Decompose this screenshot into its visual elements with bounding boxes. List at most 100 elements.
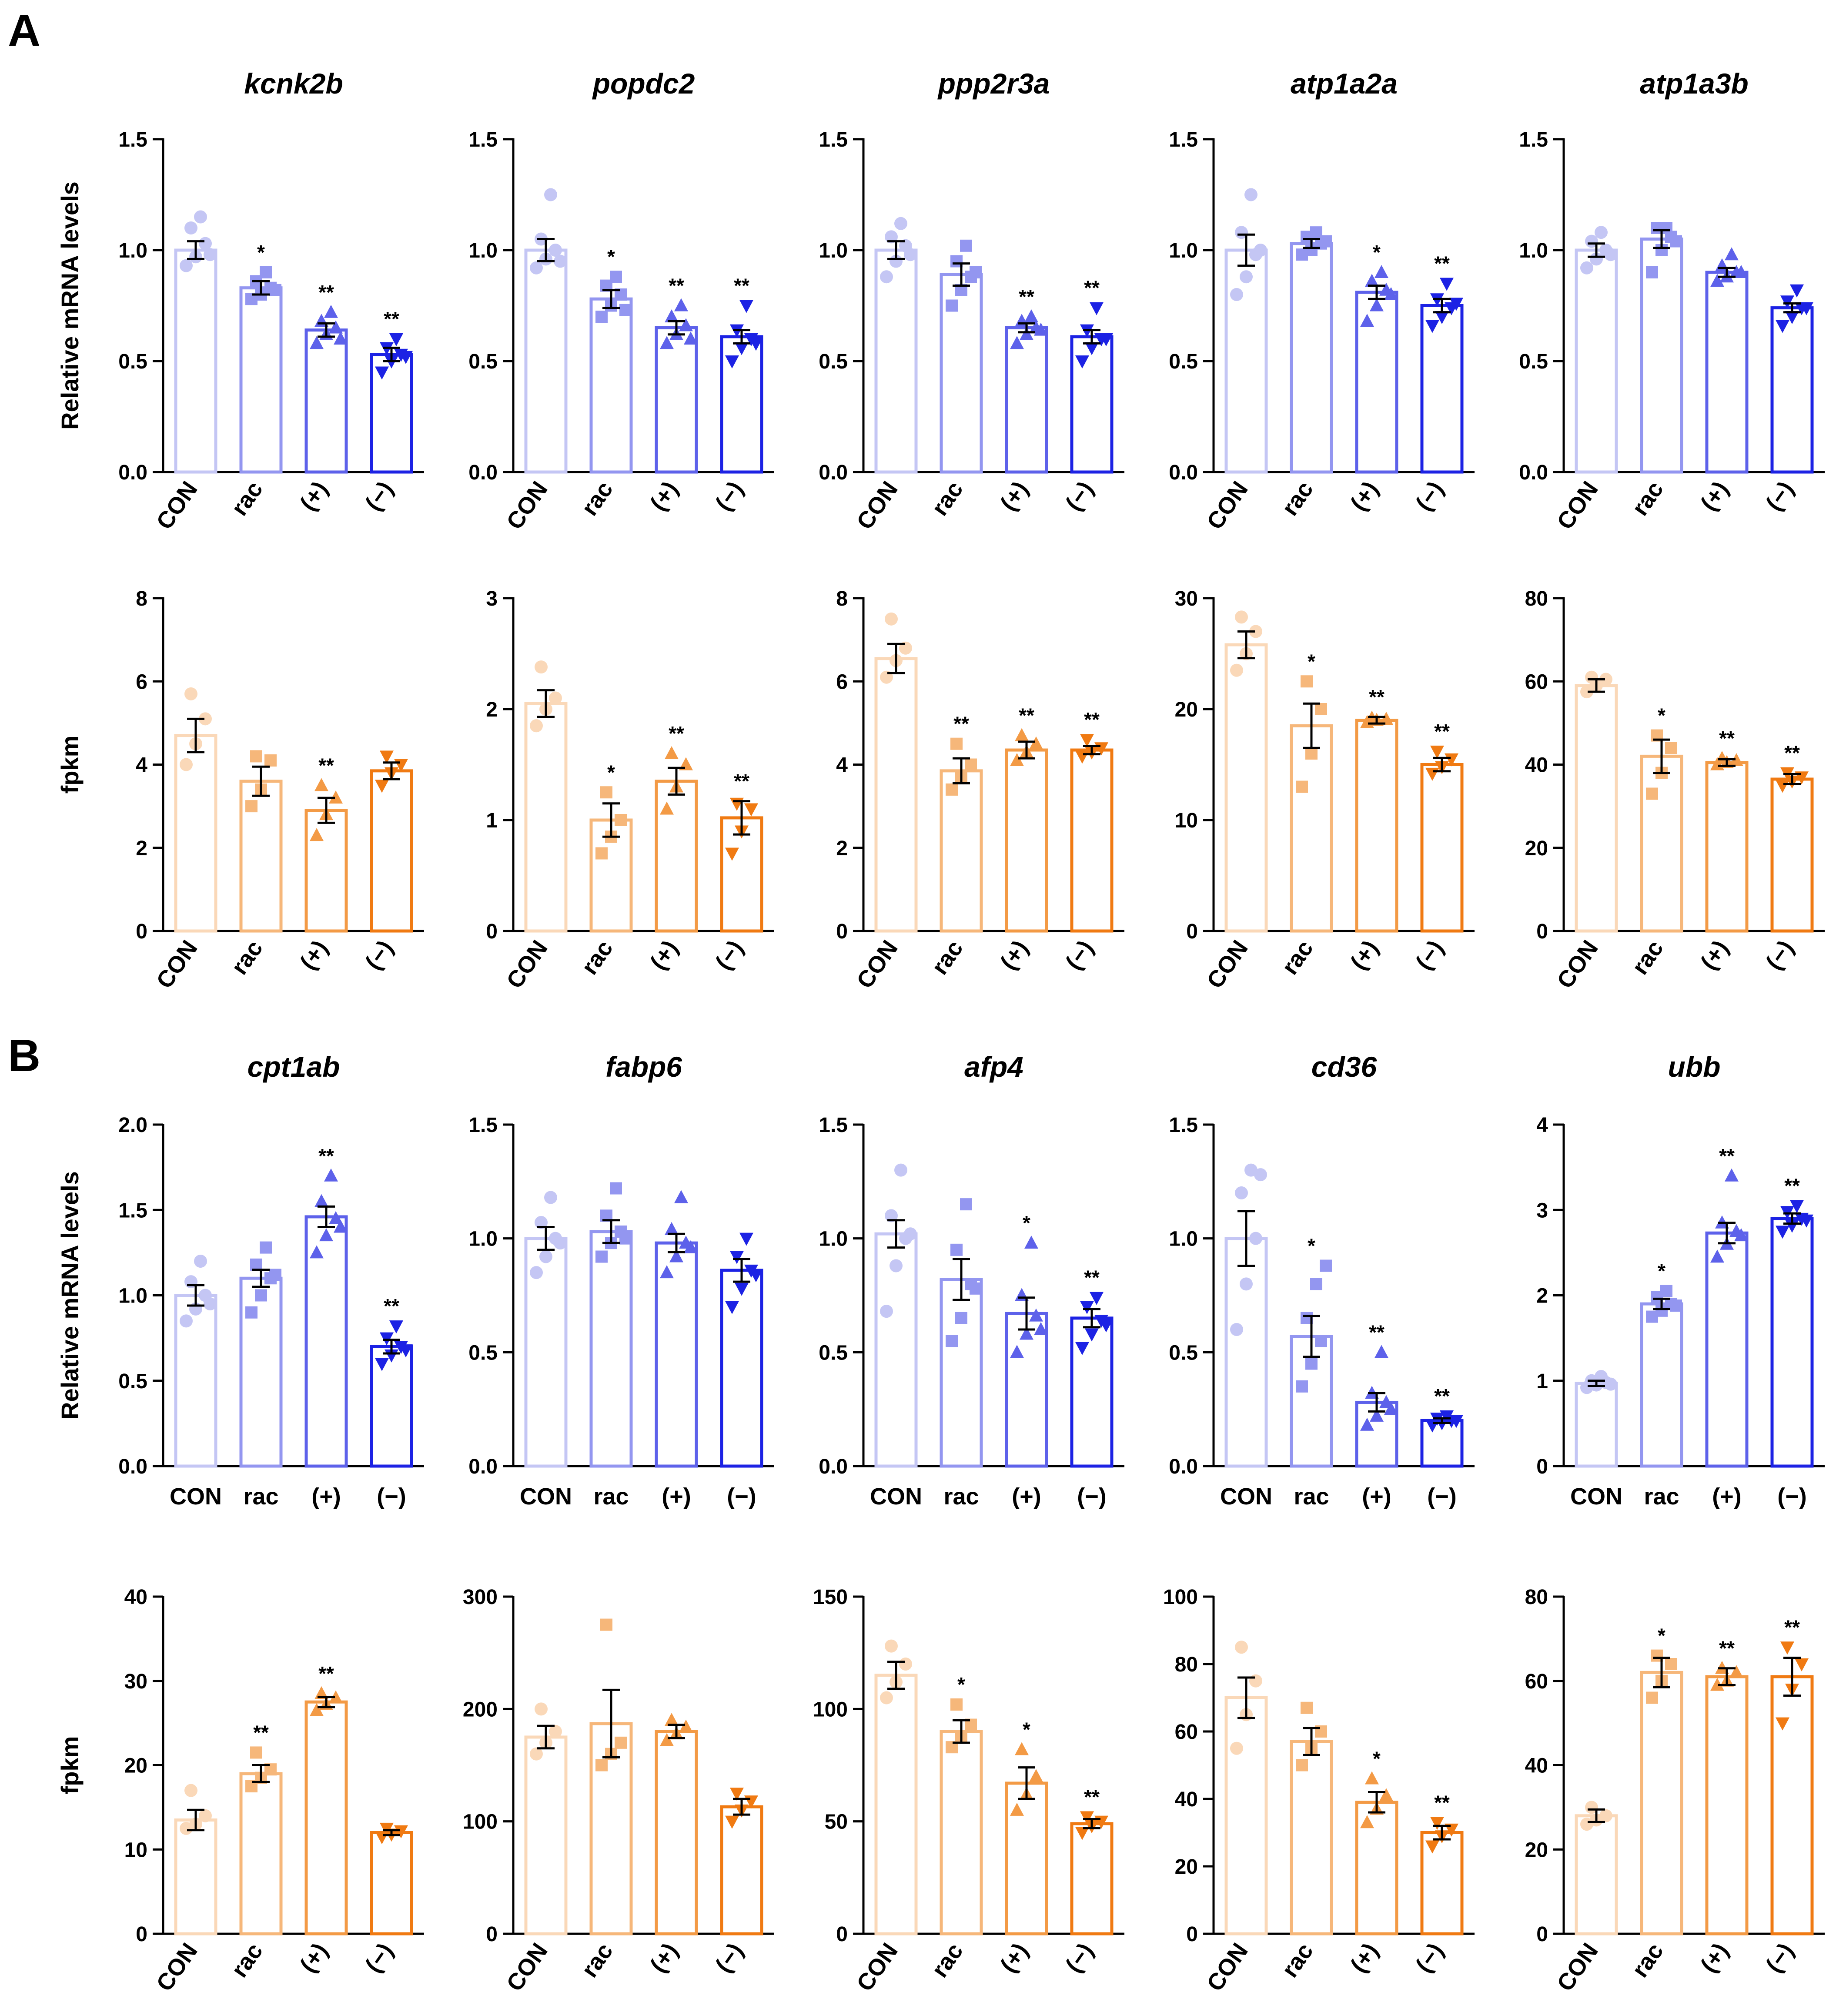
data-point (735, 342, 749, 355)
data-point (310, 336, 324, 349)
y-tick-label: 0.0 (118, 461, 147, 484)
y-tick-label: 10 (124, 1839, 147, 1862)
y-tick-label: 100 (1163, 1586, 1198, 1609)
data-point (946, 783, 958, 796)
significance-mark: ** (318, 1662, 334, 1685)
data-point (669, 1249, 683, 1263)
y-tick-label: 100 (813, 1698, 848, 1721)
significance-mark: * (607, 761, 615, 784)
bar (174, 1818, 217, 1936)
y-axis-label: Relative mRNA levels (56, 181, 84, 430)
bar (655, 780, 698, 933)
bar (1705, 761, 1749, 933)
data-point (899, 1658, 912, 1671)
data-point (885, 1639, 898, 1653)
x-tick-label: (−) (1761, 476, 1799, 516)
data-point (1230, 1741, 1243, 1755)
bar (174, 248, 217, 474)
data-point (684, 1240, 698, 1253)
bar (1224, 1237, 1268, 1468)
y-tick-label: 0 (1536, 1455, 1548, 1478)
chart-b-0-0: cpt1ab Relative mRNA levels 0.0 0.5 1.0 1.5 2.… (56, 1051, 424, 1510)
data-point (904, 248, 917, 261)
significance-mark: * (1023, 1212, 1030, 1234)
y-tick-label: 1.0 (468, 1228, 498, 1251)
data-point (1240, 270, 1253, 284)
data-point (1715, 751, 1729, 764)
data-point (1315, 703, 1327, 715)
data-point (1725, 247, 1739, 261)
data-point (1010, 753, 1024, 766)
chart-b-1-0: fpkm 0 10 20 30 40 CON ** rac ** (+) (−) (56, 1586, 424, 1996)
data-point (1435, 311, 1449, 324)
y-tick-label: 1.5 (1169, 1114, 1198, 1137)
data-point (684, 332, 698, 345)
data-point (1710, 274, 1724, 287)
data-point (1015, 1742, 1029, 1755)
significance-mark: * (607, 245, 615, 268)
data-point (184, 221, 197, 234)
x-tick-label: CON (1552, 476, 1603, 534)
y-tick-label: 1.5 (819, 128, 848, 151)
y-tick-label: 2.0 (118, 1114, 147, 1137)
x-tick-label: (+) (1362, 1484, 1391, 1510)
y-tick-label: 40 (124, 1586, 147, 1609)
data-point (595, 1759, 608, 1772)
x-tick-label: CON (502, 1938, 553, 1996)
data-point (375, 780, 389, 793)
data-point (1075, 1827, 1089, 1840)
x-tick-label: (+) (1712, 1484, 1742, 1510)
x-tick-label: rac (576, 935, 618, 979)
x-tick-label: (−) (1060, 476, 1099, 516)
data-point (329, 1690, 343, 1704)
bar (874, 1232, 918, 1468)
data-point (674, 298, 688, 311)
data-point (610, 271, 622, 283)
data-point (665, 309, 679, 322)
significance-mark: * (1373, 1748, 1381, 1770)
bar (1005, 326, 1048, 474)
data-point (595, 1250, 608, 1263)
data-point (1240, 1277, 1253, 1291)
bar (304, 328, 348, 474)
y-tick-label: 0 (836, 920, 848, 943)
data-point (615, 814, 627, 826)
data-point (1230, 663, 1243, 677)
bar (1355, 719, 1398, 933)
data-point (735, 1283, 749, 1296)
y-tick-label: 0.5 (819, 1341, 848, 1364)
chart-a-1-0: fpkm 0 2 4 6 8 CON rac ** (+) (−) (56, 587, 424, 993)
data-point (595, 311, 608, 323)
x-tick-label: (+) (1696, 935, 1734, 975)
chart-a-0-4: atp1a3b 0.0 0.5 1.0 1.5 CON rac (+) (−) (1519, 67, 1825, 534)
data-point (535, 1216, 548, 1229)
data-point (530, 1747, 543, 1761)
y-tick-label: 0.5 (819, 350, 848, 373)
data-point (1379, 1788, 1393, 1802)
y-tick-label: 1.0 (1519, 239, 1548, 262)
y-tick-label: 0.0 (819, 461, 848, 484)
data-point (1249, 625, 1262, 638)
x-tick-label: (−) (1761, 1938, 1799, 1977)
x-tick-label: CON (1202, 476, 1253, 534)
data-point (260, 266, 272, 278)
x-tick-label: (−) (710, 476, 749, 516)
data-point (885, 1209, 898, 1222)
significance-mark: ** (1369, 1321, 1385, 1343)
x-tick-label: rac (943, 1484, 979, 1510)
data-point (549, 1725, 562, 1738)
data-point (679, 318, 693, 332)
data-point (1249, 1232, 1262, 1245)
chart-a-0-2: ppp2r3a 0.0 0.5 1.0 1.5 CON rac ** (+) ** (−) (819, 67, 1124, 534)
y-tick-label: 0.5 (118, 350, 147, 373)
data-point (199, 712, 212, 726)
bar (589, 1230, 633, 1468)
significance-mark: ** (384, 1295, 399, 1317)
data-point (1710, 1678, 1724, 1691)
data-point (1374, 265, 1388, 278)
y-tick-label: 1 (1536, 1370, 1548, 1393)
data-point (530, 719, 543, 733)
y-tick-label: 0 (1536, 1923, 1548, 1946)
data-point (730, 1788, 744, 1801)
x-tick-label: CON (151, 935, 203, 993)
